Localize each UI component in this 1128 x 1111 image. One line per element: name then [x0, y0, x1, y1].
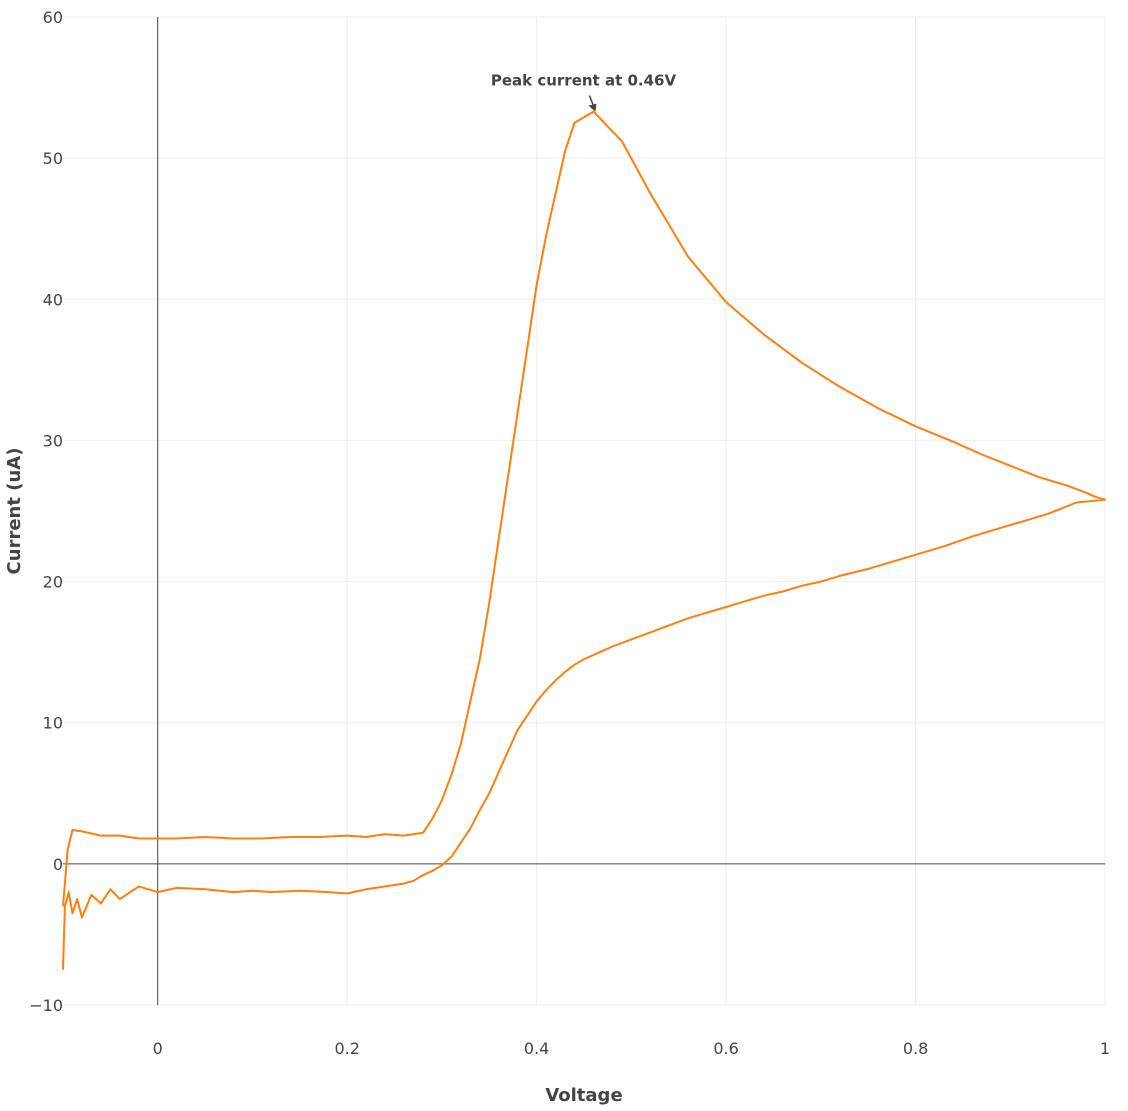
- series-line: [62, 110, 1106, 970]
- x-tick-label: 0.2: [334, 1039, 359, 1058]
- y-tick-label: 20: [43, 573, 63, 592]
- x-axis-title: Voltage: [545, 1085, 622, 1106]
- y-tick-label: 10: [43, 714, 63, 733]
- annotation-layer: Peak current at 0.46V: [491, 72, 677, 112]
- x-tick-label: 1: [1100, 1039, 1110, 1058]
- annotation-arrowhead: [588, 103, 597, 112]
- y-tick-label: 60: [43, 8, 63, 27]
- series-layer: [62, 110, 1106, 970]
- y-tick-label: −10: [29, 996, 63, 1015]
- peak-annotation-label: Peak current at 0.46V: [491, 72, 677, 90]
- grid: [63, 16, 1106, 1006]
- x-tick-label: 0.6: [713, 1039, 738, 1058]
- x-tick-label: 0.4: [524, 1039, 549, 1058]
- y-tick-label: 50: [43, 149, 63, 168]
- y-tick-label: 0: [53, 855, 63, 874]
- y-tick-label: 30: [43, 431, 63, 450]
- x-tick-label: 0: [153, 1039, 163, 1058]
- y-axis-title: Current (uA): [4, 448, 25, 575]
- y-tick-label: 40: [43, 290, 63, 309]
- zero-lines: [63, 17, 1105, 1005]
- x-tick-label: 0.8: [903, 1039, 928, 1058]
- tick-labels: 0 0.2 0.4 0.6 0.8 1 −10 0 10 20 30 40 50 60: [29, 8, 1110, 1058]
